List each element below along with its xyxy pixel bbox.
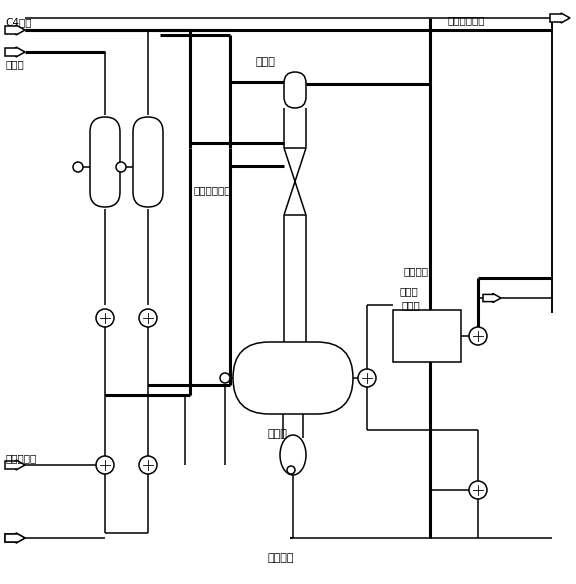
Circle shape: [287, 466, 295, 474]
Text: 聚结器: 聚结器: [401, 300, 420, 310]
Text: 烷基化油: 烷基化油: [403, 266, 428, 276]
Circle shape: [220, 373, 230, 383]
Text: 微通道反应区: 微通道反应区: [193, 185, 230, 195]
Polygon shape: [550, 13, 570, 23]
Text: 反应器: 反应器: [255, 57, 275, 67]
Circle shape: [96, 456, 114, 474]
Polygon shape: [5, 533, 25, 543]
Circle shape: [469, 327, 487, 345]
Circle shape: [116, 162, 126, 172]
FancyBboxPatch shape: [133, 117, 163, 207]
Text: C4原料: C4原料: [5, 17, 32, 27]
Text: 制冷剂: 制冷剂: [5, 59, 24, 69]
Circle shape: [139, 456, 157, 474]
Ellipse shape: [280, 435, 306, 475]
Circle shape: [139, 309, 157, 327]
FancyBboxPatch shape: [90, 117, 120, 207]
Text: 循环硫酸: 循环硫酸: [268, 553, 294, 563]
Circle shape: [73, 162, 83, 172]
Polygon shape: [5, 47, 25, 57]
Polygon shape: [5, 25, 25, 35]
FancyBboxPatch shape: [284, 72, 306, 108]
Circle shape: [96, 309, 114, 327]
Text: 新鲜浓硫酸: 新鲜浓硫酸: [5, 453, 36, 463]
Text: 去分离、制冷: 去分离、制冷: [447, 15, 484, 25]
Circle shape: [358, 369, 376, 387]
Text: 去分离: 去分离: [400, 286, 419, 296]
Text: 分高罐: 分高罐: [268, 429, 288, 439]
Polygon shape: [5, 460, 25, 470]
Polygon shape: [483, 294, 501, 303]
Bar: [393, 310, 461, 362]
Polygon shape: [5, 533, 25, 543]
Circle shape: [469, 481, 487, 499]
FancyBboxPatch shape: [233, 342, 353, 414]
